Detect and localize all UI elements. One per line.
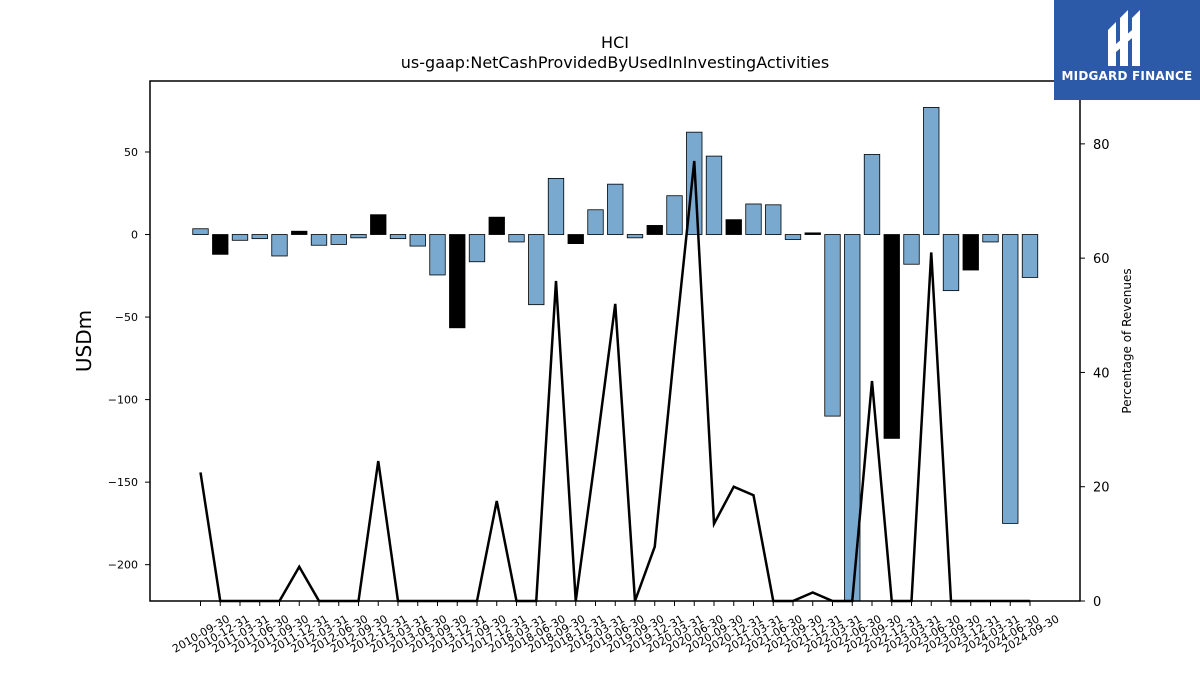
y-axis-ticks: −200 −150 −100 −50 0 50 [108, 146, 150, 572]
bar [646, 225, 663, 235]
y2-tick-label: 80 [1093, 138, 1110, 153]
y2-tick-label: 0 [1093, 595, 1101, 610]
bar [666, 195, 683, 235]
bar [942, 234, 960, 292]
bar [1021, 234, 1039, 278]
bar [567, 234, 584, 245]
brand-name: MIDGARD FINANCE [1061, 69, 1193, 83]
bar [982, 234, 999, 243]
bar [804, 232, 821, 235]
brand-logo: MIDGARD FINANCE [1054, 0, 1200, 100]
bar [449, 234, 466, 329]
y-tick-label: −50 [115, 311, 138, 324]
bar [251, 234, 268, 240]
y-axis-label: USDm [72, 310, 96, 372]
y-tick-label: −100 [108, 394, 138, 407]
plot-frame [149, 80, 1081, 602]
bar [607, 183, 624, 235]
chart-title: HCI [601, 33, 629, 52]
bar [725, 219, 742, 235]
bar [508, 234, 525, 243]
bar [488, 216, 505, 235]
bar [212, 234, 229, 255]
y2-tick-label: 20 [1093, 481, 1110, 496]
bar [863, 154, 881, 235]
y-tick-label: 0 [131, 229, 138, 242]
bar [903, 234, 920, 265]
bar [231, 234, 249, 241]
bar [330, 234, 347, 245]
bar [389, 234, 407, 240]
bar [350, 234, 367, 239]
bar [705, 155, 723, 235]
bars-layer [192, 107, 1039, 602]
y-tick-label: 50 [124, 146, 138, 159]
bar [192, 228, 209, 235]
bar [962, 234, 979, 271]
bar [745, 203, 762, 235]
bar [370, 214, 387, 235]
bar [1002, 234, 1019, 524]
bar [824, 234, 841, 417]
bar [310, 234, 328, 246]
bar [547, 177, 565, 235]
bar [291, 230, 308, 235]
bar [765, 204, 782, 235]
bar [923, 107, 940, 235]
y2-axis-ticks: 0 20 40 60 80 [1080, 138, 1110, 610]
bar [468, 234, 486, 263]
y2-tick-label: 40 [1093, 366, 1110, 381]
y2-tick-label: 60 [1093, 252, 1110, 267]
y-tick-label: −150 [108, 476, 138, 489]
y-tick-label: −200 [108, 559, 138, 572]
bar [271, 234, 288, 257]
bar [409, 234, 426, 247]
y2-axis-label: Percentage of Revenues [1120, 268, 1134, 413]
bar [429, 234, 446, 276]
bar [883, 234, 900, 439]
bar [626, 234, 644, 239]
bar [528, 234, 545, 306]
x-axis-ticks: 2010-09-302010-12-312011-03-312011-06-30… [170, 601, 1062, 656]
bar [587, 209, 604, 235]
bar [784, 234, 802, 240]
midgard-mark-icon [1108, 10, 1140, 66]
chart-subtitle: us-gaap:NetCashProvidedByUsedInInvesting… [401, 53, 829, 72]
